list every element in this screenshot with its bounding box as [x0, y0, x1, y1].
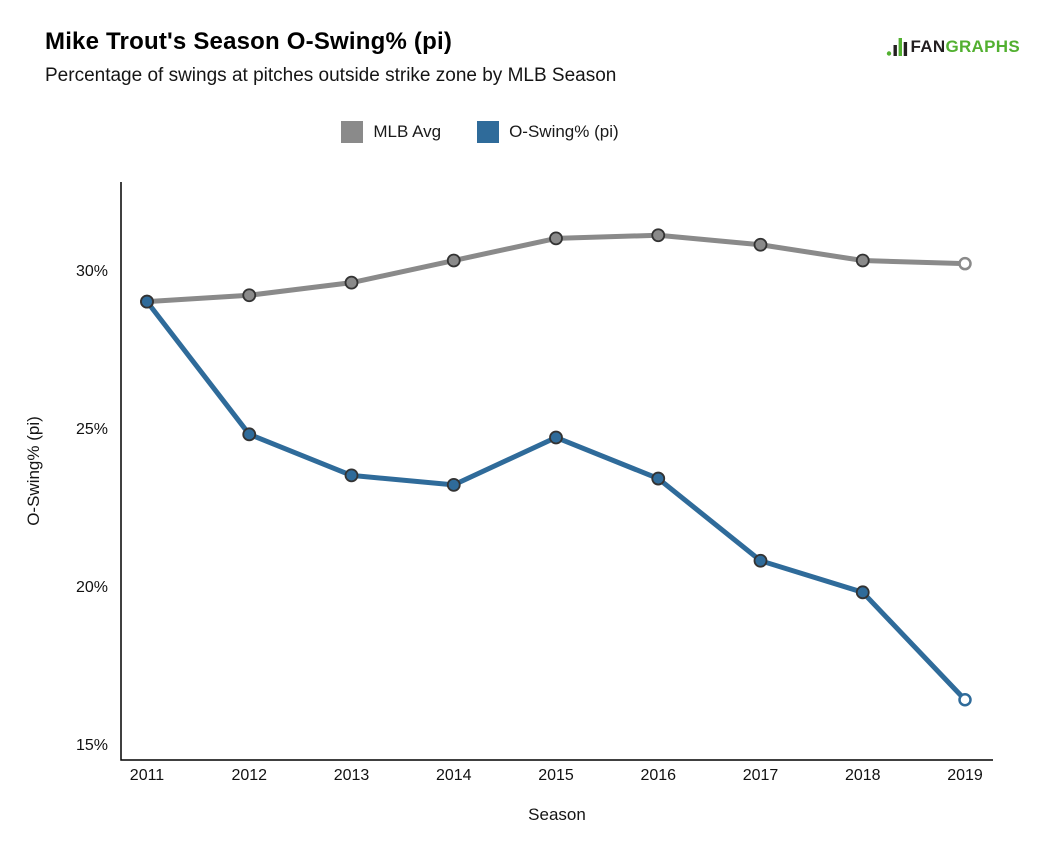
svg-text:15%: 15%: [76, 737, 108, 754]
x-axis-title: Season: [528, 805, 586, 824]
legend-swatch-oswing: [477, 121, 500, 143]
svg-text:2013: 2013: [334, 767, 370, 784]
page-subtitle: Percentage of swings at pitches outside …: [45, 65, 617, 86]
svg-text:2015: 2015: [538, 767, 574, 784]
chart-header: Mike Trout's Season O-Swing% (pi) Percen…: [45, 28, 616, 87]
legend-label-mlb-avg: MLB Avg: [373, 122, 442, 141]
svg-text:25%: 25%: [76, 421, 108, 438]
chart-legend: MLB Avg O-Swing% (pi): [0, 121, 960, 143]
legend-item-mlb-avg: MLB Avg: [341, 121, 441, 143]
svg-text:2017: 2017: [743, 767, 779, 784]
svg-text:2018: 2018: [845, 767, 881, 784]
svg-text:2014: 2014: [436, 767, 472, 784]
svg-text:2012: 2012: [231, 767, 267, 784]
svg-text:2019: 2019: [947, 767, 983, 784]
fangraphs-logo-icon: [886, 38, 907, 56]
logo-text-graphs: GRAPHS: [945, 36, 1020, 56]
y-axis-title: O-Swing% (pi): [24, 416, 43, 526]
legend-item-oswing: O-Swing% (pi): [477, 121, 619, 143]
legend-label-oswing: O-Swing% (pi): [509, 122, 619, 141]
svg-text:2011: 2011: [130, 767, 165, 784]
svg-text:2016: 2016: [640, 767, 676, 784]
page-title: Mike Trout's Season O-Swing% (pi): [45, 28, 453, 55]
legend-swatch-mlb-avg: [341, 121, 364, 143]
fangraphs-logo: FAN GRAPHS: [886, 36, 1020, 57]
logo-text-fan: FAN: [910, 36, 946, 56]
svg-text:20%: 20%: [76, 579, 108, 596]
svg-text:30%: 30%: [76, 263, 108, 280]
